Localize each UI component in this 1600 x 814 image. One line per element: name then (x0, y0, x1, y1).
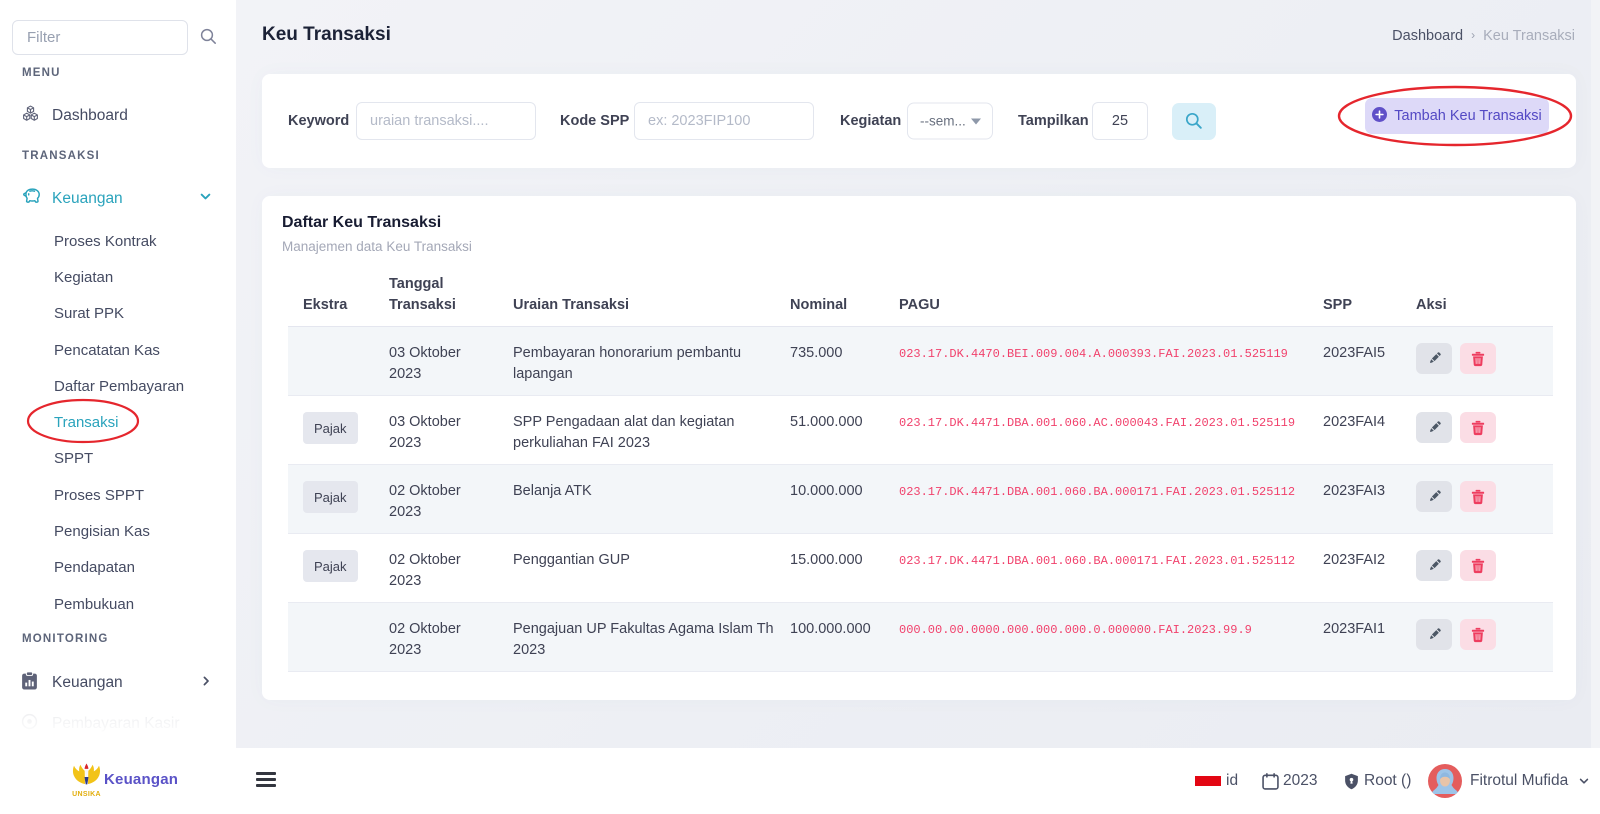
svg-text:UNSIKA: UNSIKA (72, 791, 101, 798)
